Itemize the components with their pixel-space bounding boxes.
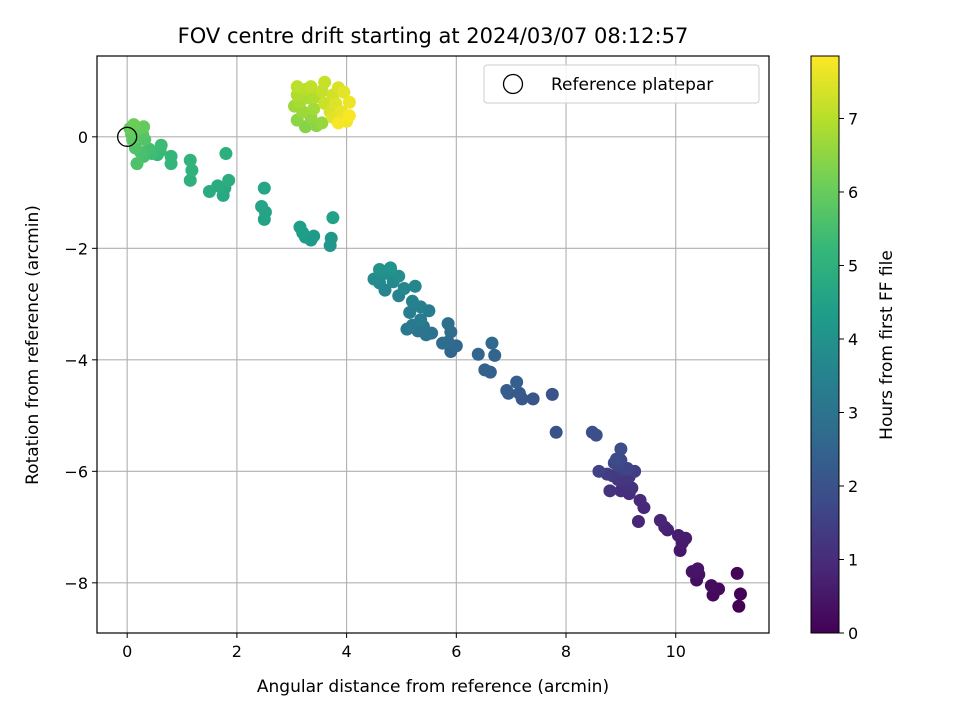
- data-point: [733, 587, 747, 601]
- data-point: [633, 493, 647, 507]
- data-point: [255, 200, 269, 214]
- data-point: [137, 120, 151, 134]
- data-point: [342, 95, 356, 109]
- data-point: [185, 163, 199, 177]
- data-point: [293, 220, 307, 234]
- plot-frame: [96, 55, 770, 634]
- y-tick-label: −4: [64, 351, 88, 370]
- legend-box: [483, 64, 760, 104]
- data-point: [307, 229, 321, 243]
- colorbar-tick-label: 0: [848, 624, 858, 643]
- data-point: [373, 263, 387, 277]
- y-axis-label: Rotation from reference (arcmin): [23, 205, 43, 485]
- reference-marker: [117, 126, 138, 147]
- data-point: [603, 484, 617, 498]
- data-point: [304, 80, 318, 94]
- data-point: [326, 211, 340, 225]
- colorbar-tick-label: 4: [848, 330, 858, 349]
- data-point: [730, 566, 744, 580]
- data-point: [405, 294, 419, 308]
- data-point: [609, 452, 623, 466]
- chart-title: FOV centre drift starting at 2024/03/07 …: [178, 24, 689, 48]
- data-point: [671, 528, 685, 542]
- data-point: [704, 579, 718, 593]
- y-tick-label: −2: [64, 239, 88, 258]
- data-point: [545, 387, 559, 401]
- data-point: [436, 336, 450, 350]
- data-point: [164, 149, 178, 163]
- x-axis-label: Angular distance from reference (arcmin): [257, 677, 609, 697]
- data-point: [318, 75, 332, 89]
- data-point: [403, 305, 417, 319]
- data-point: [512, 386, 526, 400]
- data-point: [367, 272, 381, 286]
- data-point: [585, 425, 599, 439]
- colorbar-tick-label: 6: [848, 183, 858, 202]
- data-point: [219, 147, 233, 161]
- grid-lines: [97, 56, 769, 633]
- data-point: [500, 383, 514, 397]
- data-point: [485, 336, 499, 350]
- y-tick-label: −8: [64, 574, 88, 593]
- legend-entry: Reference platepar: [551, 75, 713, 95]
- data-point: [383, 261, 397, 275]
- data-point: [471, 347, 485, 361]
- y-tick-label: −6: [64, 462, 88, 481]
- data-point: [592, 464, 606, 478]
- colorbar-tick-label: 7: [848, 109, 858, 128]
- data-point: [183, 153, 197, 167]
- x-tick-label: 6: [451, 642, 461, 661]
- legend-marker: [502, 73, 524, 95]
- colorbar-tick-label: 3: [848, 403, 858, 422]
- y-tick-label: 0: [78, 128, 88, 147]
- data-point: [510, 375, 524, 389]
- axis-ticks: 0 2 4 6 8 10 −8 −6 −4 −2 0: [64, 128, 686, 661]
- data-point: [526, 392, 540, 406]
- x-tick-label: 0: [122, 642, 132, 661]
- colorbar: [810, 55, 840, 634]
- legend: Reference platepar: [483, 64, 760, 104]
- data-point: [257, 181, 271, 195]
- data-point: [307, 102, 321, 116]
- data-point: [331, 116, 345, 130]
- data-point: [441, 317, 455, 331]
- colorbar-tick-label: 5: [848, 256, 858, 275]
- colorbar-tick-label: 1: [848, 550, 858, 569]
- colorbar-tick-label: 2: [848, 477, 858, 496]
- data-point: [315, 116, 329, 130]
- data-point: [408, 279, 422, 293]
- data-point: [222, 173, 236, 187]
- data-point: [290, 80, 304, 94]
- data-point: [631, 515, 645, 529]
- data-point: [324, 231, 338, 245]
- data-point: [183, 173, 197, 187]
- data-point: [614, 442, 628, 456]
- x-tick-label: 4: [342, 642, 352, 661]
- reference-point: [117, 126, 138, 147]
- colorbar-ticks: 0 1 2 3 4 5 6 7: [839, 109, 858, 643]
- data-point: [211, 179, 225, 193]
- x-tick-label: 8: [561, 642, 571, 661]
- data-point: [732, 599, 746, 613]
- data-point: [337, 85, 351, 99]
- data-point: [549, 425, 563, 439]
- colorbar-label: Hours from first FF file: [877, 250, 897, 440]
- x-tick-label: 2: [232, 642, 242, 661]
- data-point: [154, 138, 168, 152]
- data-point: [488, 348, 502, 362]
- data-point: [653, 513, 667, 527]
- data-point: [397, 281, 411, 295]
- data-point: [342, 109, 356, 123]
- data-point: [414, 313, 428, 327]
- data-point: [691, 562, 705, 576]
- data-point: [478, 363, 492, 377]
- data-point: [130, 157, 144, 171]
- x-tick-label: 10: [666, 642, 686, 661]
- data-points: [123, 75, 747, 613]
